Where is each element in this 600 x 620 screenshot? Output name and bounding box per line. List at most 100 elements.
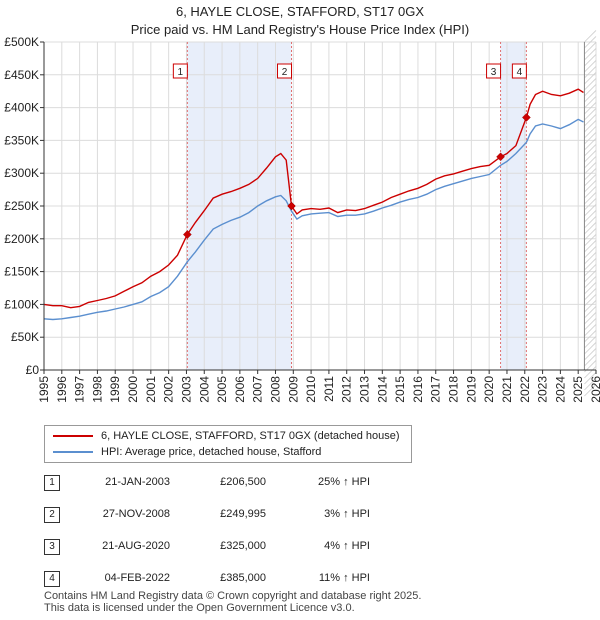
x-tick-label: 2008 xyxy=(268,376,282,403)
y-tick-label: £250K xyxy=(4,199,39,213)
forecast-hatch xyxy=(584,300,597,313)
y-tick-label: £50K xyxy=(11,330,39,344)
forecast-hatch xyxy=(584,84,597,97)
footer-license: This data is licensed under the Open Gov… xyxy=(44,602,355,614)
forecast-hatch xyxy=(584,348,597,361)
forecast-hatch xyxy=(584,264,597,277)
sale-marker-label: 3 xyxy=(491,67,497,78)
y-tick-label: £150K xyxy=(4,265,39,279)
forecast-hatch xyxy=(584,312,597,325)
sale-marker-label: 1 xyxy=(178,67,184,78)
forecast-hatch xyxy=(584,156,597,169)
forecast-hatch xyxy=(584,336,597,349)
x-tick-label: 2012 xyxy=(340,376,354,403)
transaction-date: 27-NOV-2008 xyxy=(102,508,170,520)
forecast-hatch xyxy=(584,138,597,151)
x-tick-label: 2010 xyxy=(304,376,318,403)
forecast-hatch xyxy=(584,168,597,181)
forecast-hatch xyxy=(584,90,597,103)
forecast-hatch xyxy=(584,198,597,211)
transaction-number: 4 xyxy=(44,571,60,587)
forecast-hatch xyxy=(584,324,597,337)
x-tick-label: 2017 xyxy=(429,376,443,403)
sale-marker-box xyxy=(277,63,293,79)
forecast-hatch xyxy=(584,66,597,79)
x-tick-label: 2002 xyxy=(162,376,176,403)
y-tick-label: £200K xyxy=(4,232,39,246)
sale-marker-box xyxy=(172,63,188,79)
transaction-number: 2 xyxy=(44,507,60,523)
x-tick-label: 2005 xyxy=(215,376,229,403)
x-tick-label: 2016 xyxy=(411,376,425,403)
forecast-hatch xyxy=(584,60,597,73)
y-tick-label: £450K xyxy=(4,68,39,82)
legend-label-property: 6, HAYLE CLOSE, STAFFORD, ST17 0GX (deta… xyxy=(101,430,400,442)
title-line-1: 6, HAYLE CLOSE, STAFFORD, ST17 0GX xyxy=(175,4,425,19)
forecast-hatch xyxy=(584,114,597,127)
sale-point xyxy=(287,201,296,211)
title-line-2: Price paid vs. HM Land Registry's House … xyxy=(130,22,470,37)
sale-marker-box xyxy=(511,63,527,79)
forecast-hatch xyxy=(584,180,597,193)
legend: 6, HAYLE CLOSE, STAFFORD, ST17 0GX (deta… xyxy=(44,425,412,463)
forecast-hatch xyxy=(584,186,597,199)
y-tick-label: £400K xyxy=(4,101,39,115)
transaction-price: £325,000 xyxy=(220,540,266,552)
x-tick-label: 2019 xyxy=(464,376,478,403)
x-tick-label: 2000 xyxy=(126,376,140,403)
forecast-hatch xyxy=(584,330,597,343)
forecast-hatch xyxy=(584,42,597,55)
x-tick-label: 1999 xyxy=(108,376,122,403)
forecast-hatch xyxy=(584,372,597,385)
forecast-hatch xyxy=(584,96,597,109)
forecast-hatch xyxy=(584,294,597,307)
x-tick-label: 2004 xyxy=(197,376,211,403)
forecast-hatch xyxy=(584,54,597,67)
transaction-date: 04-FEB-2022 xyxy=(104,572,170,584)
transaction-date: 21-AUG-2020 xyxy=(102,540,170,552)
table-row: 3 21-AUG-2020 £325,000 4% ↑ HPI xyxy=(0,537,600,557)
x-tick-label: 2006 xyxy=(233,376,247,403)
forecast-hatch xyxy=(584,36,597,49)
forecast-hatch xyxy=(584,306,597,319)
y-tick-label: £350K xyxy=(4,133,39,147)
transaction-hpi: 25% ↑ HPI xyxy=(318,476,370,488)
footer-copyright: Contains HM Land Registry data © Crown c… xyxy=(44,590,422,602)
forecast-hatch xyxy=(584,162,597,175)
forecast-hatch xyxy=(584,288,597,301)
transaction-price: £206,500 xyxy=(220,476,266,488)
sale-marker-label: 2 xyxy=(282,67,288,78)
sale-marker-label: 4 xyxy=(517,67,523,78)
forecast-hatch xyxy=(584,210,597,223)
forecast-hatch xyxy=(584,132,597,145)
transaction-price: £385,000 xyxy=(220,572,266,584)
forecast-hatch xyxy=(584,276,597,289)
x-tick-label: 1997 xyxy=(73,376,87,403)
transaction-date: 21-JAN-2003 xyxy=(105,476,170,488)
forecast-hatch xyxy=(584,234,597,247)
sale-marker-box xyxy=(486,63,502,79)
transaction-price: £249,995 xyxy=(220,508,266,520)
x-tick-label: 2001 xyxy=(144,376,158,403)
x-tick-label: 2021 xyxy=(500,376,514,403)
forecast-hatch xyxy=(584,150,597,163)
transaction-number: 1 xyxy=(44,475,60,491)
forecast-hatch xyxy=(584,222,597,235)
forecast-hatch xyxy=(584,378,597,391)
forecast-hatch xyxy=(584,354,597,367)
forecast-hatch xyxy=(584,366,597,379)
forecast-hatch xyxy=(584,126,597,139)
legend-label-hpi: HPI: Average price, detached house, Staf… xyxy=(101,446,322,458)
forecast-hatch xyxy=(584,216,597,229)
sale-point xyxy=(182,230,192,239)
legend-swatch-hpi xyxy=(53,451,93,453)
table-row: 4 04-FEB-2022 £385,000 11% ↑ HPI xyxy=(0,569,600,589)
forecast-hatch xyxy=(584,252,597,265)
x-tick-label: 2013 xyxy=(358,376,372,403)
forecast-hatch xyxy=(584,204,597,217)
forecast-hatch xyxy=(584,192,597,205)
forecast-hatch xyxy=(584,102,597,115)
sale-point xyxy=(522,113,531,122)
transaction-hpi: 11% ↑ HPI xyxy=(318,572,370,584)
hpi-series-line xyxy=(43,118,584,321)
